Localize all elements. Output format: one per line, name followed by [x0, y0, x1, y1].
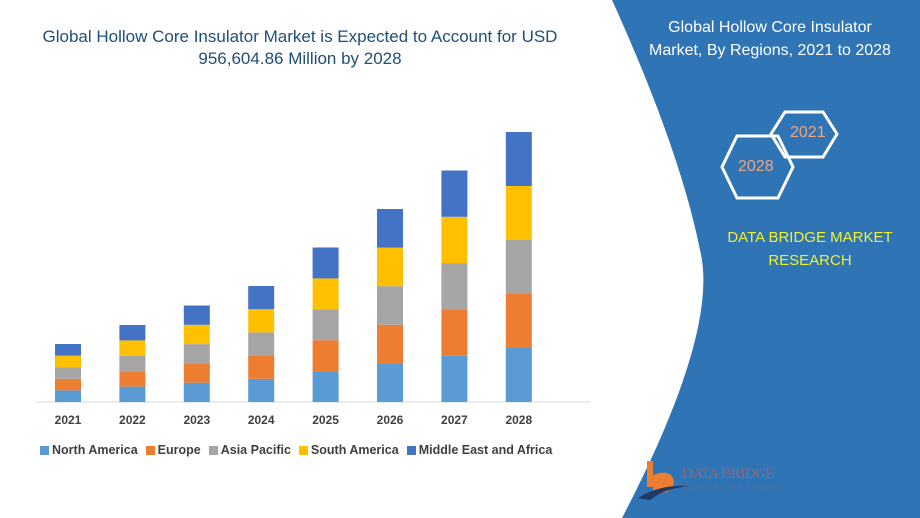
bar-2028-europe [505, 294, 532, 348]
bar-2023-asia-pacific [183, 344, 210, 364]
legend: North America Europe Asia Pacific South Ame… [40, 443, 552, 457]
chart-title: Global Hollow Core Insulator Market is E… [42, 27, 558, 68]
bar-2025-middle-east-and-africa [312, 247, 339, 279]
legend-swatch [406, 445, 416, 455]
bar-2026-europe [377, 324, 403, 364]
x-tick-label: 2022 [119, 413, 146, 427]
bar-2022-asia-pacific [119, 355, 146, 372]
bar-2021-south-america [55, 355, 81, 368]
bar-2021-north-america [55, 390, 81, 402]
x-tick-label: 2025 [312, 413, 339, 427]
legend-swatch [40, 445, 49, 455]
x-tick-label: 2023 [183, 413, 211, 427]
x-tick-label: 2026 [376, 413, 404, 427]
bar-2027-europe [441, 309, 468, 356]
x-tick-label: 2021 [54, 413, 82, 427]
bar-2022-europe [119, 371, 146, 387]
bar-2026-south-america [377, 247, 403, 287]
bar-2028-middle-east-and-africa [505, 132, 532, 186]
x-tick-label: 2027 [441, 413, 468, 427]
logo-text: DATA BRIDGE [682, 466, 775, 482]
legend-item: Asia Pacific [208, 443, 291, 457]
bar-2027-north-america [441, 355, 468, 402]
bar-2024-north-america [248, 378, 275, 402]
bar-2025-europe [312, 340, 339, 372]
legend-swatch [298, 445, 308, 455]
hex-label-2021: 2021 [790, 124, 826, 141]
bar-2027-asia-pacific [441, 263, 468, 310]
panel-title: Global Hollow Core Insulator Market, By … [649, 19, 891, 59]
logo-icon [638, 461, 690, 500]
legend-item: Middle East and Africa [406, 443, 553, 457]
bar-2025-south-america [312, 278, 339, 310]
bar-2026-north-america [377, 363, 403, 402]
bar-2024-south-america [248, 309, 275, 333]
bar-2028-north-america [505, 348, 532, 402]
bar-2024-europe [248, 355, 275, 379]
bar-2026-middle-east-and-africa [377, 209, 403, 248]
hexagon-2028 [720, 134, 795, 200]
x-tick-label: 2028 [505, 413, 533, 427]
bar-2021-middle-east-and-africa [55, 344, 81, 356]
bar-2023-middle-east-and-africa [183, 305, 210, 325]
legend-item: Europe [145, 443, 201, 457]
bar-2023-europe [183, 363, 210, 383]
bar-2023-north-america [183, 382, 210, 402]
legend-item: North America [40, 443, 138, 457]
legend-label: North America [52, 443, 138, 457]
legend-swatch [145, 445, 155, 455]
bar-2022-south-america [119, 340, 146, 356]
bar-2027-south-america [441, 216, 468, 264]
legend-label: South America [310, 443, 399, 457]
logo-subtext: MARKET RESEARCH [684, 486, 789, 492]
legend-label: Middle East and Africa [418, 443, 553, 457]
bar-2028-asia-pacific [505, 240, 532, 294]
bar-2021-europe [55, 378, 81, 391]
bar-2024-asia-pacific [248, 332, 275, 356]
bar-2025-north-america [312, 371, 339, 402]
brand-text: DATA BRIDGE MARKET RESEARCH [727, 229, 893, 269]
bar-2022-north-america [119, 386, 146, 402]
legend-item: South America [298, 443, 399, 457]
bar-2024-middle-east-and-africa [248, 286, 275, 310]
bar-2025-asia-pacific [312, 309, 339, 341]
hexagon-2021 [769, 110, 839, 159]
legend-label: Asia Pacific [220, 443, 291, 457]
bar-2022-middle-east-and-africa [119, 325, 146, 341]
legend-label: Europe [157, 443, 201, 457]
bar-2021-asia-pacific [55, 367, 81, 379]
stacked-bar-chart [36, 132, 590, 403]
bar-2023-south-america [183, 324, 210, 345]
blue-side-panel [612, 0, 920, 518]
bar-2026-asia-pacific [377, 286, 403, 325]
bar-2027-middle-east-and-africa [441, 170, 468, 217]
legend-swatch [208, 445, 218, 455]
bar-2028-south-america [505, 186, 532, 240]
x-tick-label: 2024 [247, 413, 275, 427]
hex-label-2028: 2028 [738, 158, 774, 175]
